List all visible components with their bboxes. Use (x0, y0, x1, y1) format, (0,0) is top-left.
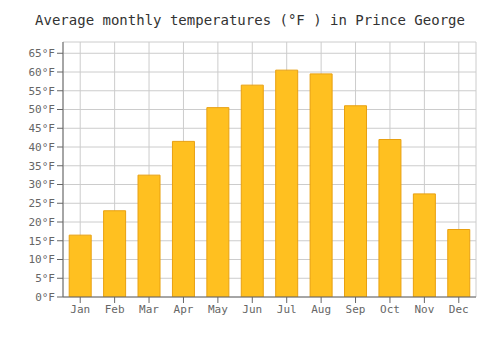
svg-text:Jul: Jul (277, 303, 297, 316)
svg-text:45°F: 45°F (29, 122, 56, 135)
svg-text:Aug: Aug (311, 303, 331, 316)
svg-text:Jun: Jun (242, 303, 262, 316)
svg-text:35°F: 35°F (29, 160, 56, 173)
svg-text:55°F: 55°F (29, 85, 56, 98)
html-text:Average monthly temperatures (: Average monthly temperatures (°F ) in Pr… (35, 12, 465, 28)
svg-text:60°F: 60°F (29, 66, 56, 79)
svg-text:30°F: 30°F (29, 178, 56, 191)
svg-text:0°F: 0°F (35, 291, 55, 304)
svg-text:50°F: 50°F (29, 103, 56, 116)
svg-text:65°F: 65°F (29, 47, 56, 60)
svg-text:20°F: 20°F (29, 216, 56, 229)
svg-text:10°F: 10°F (29, 253, 56, 266)
svg-text:Oct: Oct (380, 303, 400, 316)
svg-text:Jan: Jan (70, 303, 90, 316)
svg-text:25°F: 25°F (29, 197, 56, 210)
svg-text:Apr: Apr (174, 303, 194, 316)
svg-text:Feb: Feb (105, 303, 125, 316)
svg-text:Mar: Mar (139, 303, 159, 316)
svg-text:May: May (208, 303, 228, 316)
svg-text:Dec: Dec (449, 303, 469, 316)
svg-text:Sep: Sep (346, 303, 366, 316)
svg-text:40°F: 40°F (29, 141, 56, 154)
svg-text:Nov: Nov (414, 303, 434, 316)
svg-text:5°F: 5°F (35, 272, 55, 285)
svg-text:15°F: 15°F (29, 235, 56, 248)
